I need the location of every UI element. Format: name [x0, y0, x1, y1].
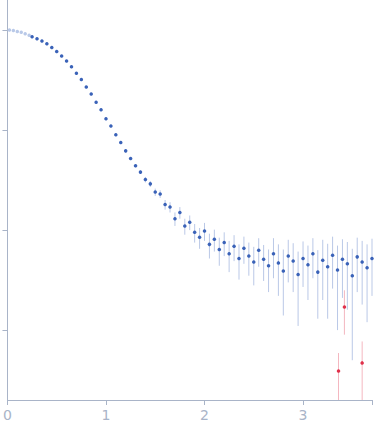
svg-text:0: 0: [3, 407, 12, 423]
svg-text:1: 1: [102, 407, 111, 423]
svg-text:3: 3: [299, 407, 308, 423]
svg-text:2: 2: [200, 407, 209, 423]
